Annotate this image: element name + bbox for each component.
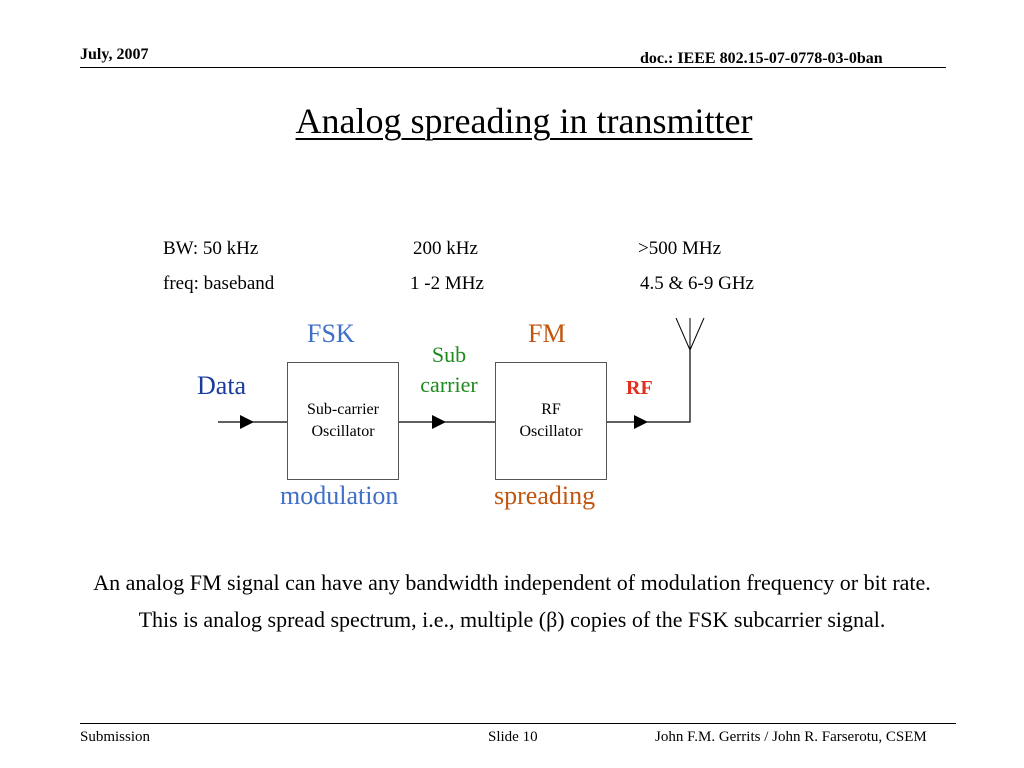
caption-line2: This is analog spread spectrum, i.e., mu…: [138, 607, 886, 632]
header-rule: [80, 67, 946, 68]
modulation-label: modulation: [280, 481, 399, 510]
footer-submission: Submission: [80, 729, 151, 745]
block1-line1: Sub-carrier: [307, 401, 379, 418]
block1-line2: Oscillator: [311, 423, 375, 440]
freq-baseband: freq: baseband: [163, 273, 275, 294]
subcarrier-label: Sub carrier: [408, 340, 490, 400]
footer-slide-number: Slide 10: [488, 729, 538, 745]
fm-label: FM: [528, 319, 566, 348]
rf-label: RF: [626, 377, 653, 399]
bw-baseband: BW: 50 kHz: [163, 238, 259, 259]
subcarrier-label-line1: Sub: [431, 342, 467, 367]
antenna-left-arm: [675, 317, 691, 351]
data-label: Data: [197, 371, 247, 400]
header-date: July, 2007: [80, 46, 149, 63]
data-input-arrow: [240, 415, 254, 429]
bw-rf: >500 MHz: [638, 238, 722, 259]
block2-line1: RF: [541, 401, 561, 418]
rf-output-arrow: [634, 415, 648, 429]
block2-line2: Oscillator: [519, 423, 583, 440]
header-doc-id: doc.: IEEE 802.15-07-0778-03-0ban: [640, 50, 883, 67]
bw-subcarrier: 200 kHz: [413, 238, 478, 259]
rf-oscillator-block: RF Oscillator: [495, 362, 607, 480]
footer-authors: John F.M. Gerrits / John R. Farserotu, C…: [655, 729, 927, 745]
spreading-label: spreading: [494, 481, 596, 510]
subcarrier-label-line2: carrier: [420, 372, 478, 397]
fsk-label: FSK: [307, 319, 355, 348]
caption-line1: An analog FM signal can have any bandwid…: [93, 570, 931, 595]
subcarrier-oscillator-block: Sub-carrier Oscillator: [287, 362, 399, 480]
subcarrier-arrow: [432, 415, 446, 429]
slide-title: Analog spreading in transmitter: [295, 101, 753, 141]
footer-rule: [80, 723, 956, 724]
freq-rf: 4.5 & 6-9 GHz: [640, 273, 754, 294]
antenna-right-arm: [689, 317, 705, 351]
freq-subcarrier: 1 -2 MHz: [410, 273, 484, 294]
